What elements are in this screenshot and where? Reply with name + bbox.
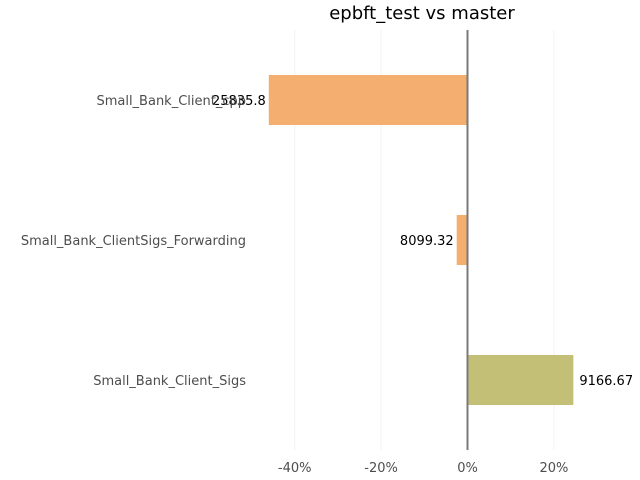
bar (467, 355, 574, 405)
data-label: 9166.67 (579, 374, 633, 389)
category-label: Small_Bank_Client_cpp (96, 94, 246, 109)
data-label: 8099.32 (400, 234, 454, 249)
category-labels: Small_Bank_Client_Sigs Small_Bank_ClientS… (21, 94, 246, 389)
x-axis-ticks: -40% -20% 0% 20% (278, 461, 568, 476)
x-tick-label: 0% (457, 461, 478, 476)
bar (456, 215, 468, 265)
x-tick-label: -40% (278, 461, 312, 476)
data-labels: 9166.67 8099.32 25835.8 (212, 94, 633, 389)
data-label: 25835.8 (212, 94, 266, 109)
bars (268, 75, 574, 405)
chart-title: epbft_test vs master (329, 3, 515, 24)
x-tick-label: -20% (364, 461, 398, 476)
category-label: Small_Bank_Client_Sigs (93, 374, 246, 389)
category-label: Small_Bank_ClientSigs_Forwarding (21, 234, 246, 249)
x-tick-label: 20% (539, 461, 568, 476)
bar (268, 75, 468, 125)
